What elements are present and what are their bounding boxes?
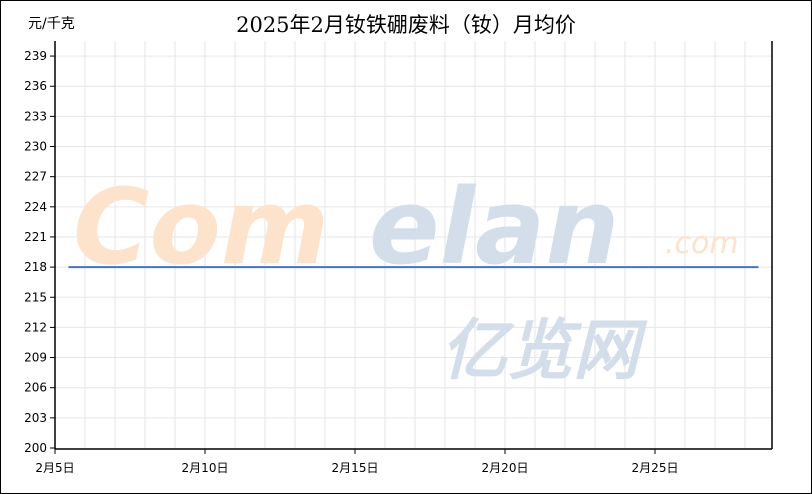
y-tick-label: 221 bbox=[24, 230, 47, 244]
y-tick-label: 233 bbox=[24, 109, 47, 123]
y-tick-label: 200 bbox=[24, 441, 47, 455]
watermark-logo-c: Com bbox=[73, 166, 329, 288]
watermark-logo-cn: 亿览网 bbox=[441, 312, 648, 389]
watermark-logo-elan: elan bbox=[369, 166, 619, 288]
y-tick-label: 230 bbox=[24, 140, 47, 154]
y-tick-label: 224 bbox=[24, 200, 47, 214]
y-tick-label: 215 bbox=[24, 290, 47, 304]
x-tick-label: 2月20日 bbox=[482, 461, 529, 475]
y-tick-label: 218 bbox=[24, 260, 47, 274]
x-tick-label: 2月5日 bbox=[35, 461, 74, 475]
x-tick-label: 2月25日 bbox=[632, 461, 679, 475]
y-tick-label: 236 bbox=[24, 79, 47, 93]
y-tick-label: 239 bbox=[24, 49, 47, 63]
x-tick-label: 2月15日 bbox=[332, 461, 379, 475]
watermark-logo-domain: .com bbox=[665, 226, 739, 261]
y-tick-label: 209 bbox=[24, 351, 47, 365]
x-tick-label: 2月10日 bbox=[182, 461, 229, 475]
y-tick-label: 203 bbox=[24, 411, 47, 425]
y-axis-unit-label: 元/千克 bbox=[28, 16, 75, 32]
y-tick-label: 212 bbox=[24, 320, 47, 334]
y-tick-label: 227 bbox=[24, 170, 47, 184]
chart-title: 2025年2月钕铁硼废料（钕）月均价 bbox=[236, 13, 576, 37]
y-tick-label: 206 bbox=[24, 381, 47, 395]
